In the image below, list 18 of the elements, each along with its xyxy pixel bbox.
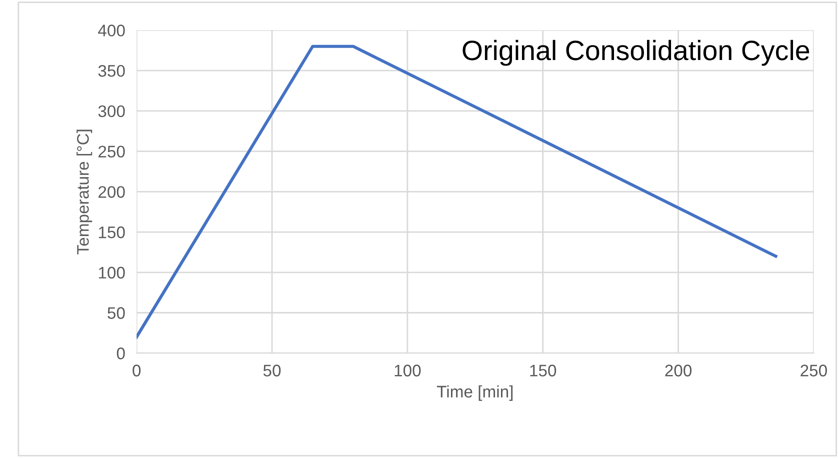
y-tick-label: 400 bbox=[98, 24, 125, 36]
x-tick-label: 100 bbox=[394, 364, 421, 376]
y-tick-label: 50 bbox=[108, 307, 125, 319]
y-tick-label: 0 bbox=[116, 348, 125, 360]
chart-title: Original Consolidation Cycle bbox=[462, 40, 810, 66]
y-tick-label: 150 bbox=[98, 226, 125, 238]
y-axis-title: Temperature [°C] bbox=[76, 130, 92, 254]
y-tick-label: 350 bbox=[98, 64, 125, 77]
x-tick-label: 0 bbox=[132, 364, 141, 376]
y-tick-label: 300 bbox=[98, 105, 125, 118]
x-axis-title: Time [min] bbox=[436, 385, 513, 401]
x-tick-label: 250 bbox=[800, 364, 827, 376]
x-tick-label: 150 bbox=[530, 364, 556, 376]
x-tick-label: 200 bbox=[665, 364, 692, 376]
y-tick-label: 100 bbox=[98, 266, 125, 279]
y-tick-label: 250 bbox=[98, 146, 125, 158]
y-tick-label: 200 bbox=[98, 186, 125, 198]
x-tick-label: 50 bbox=[263, 364, 281, 376]
